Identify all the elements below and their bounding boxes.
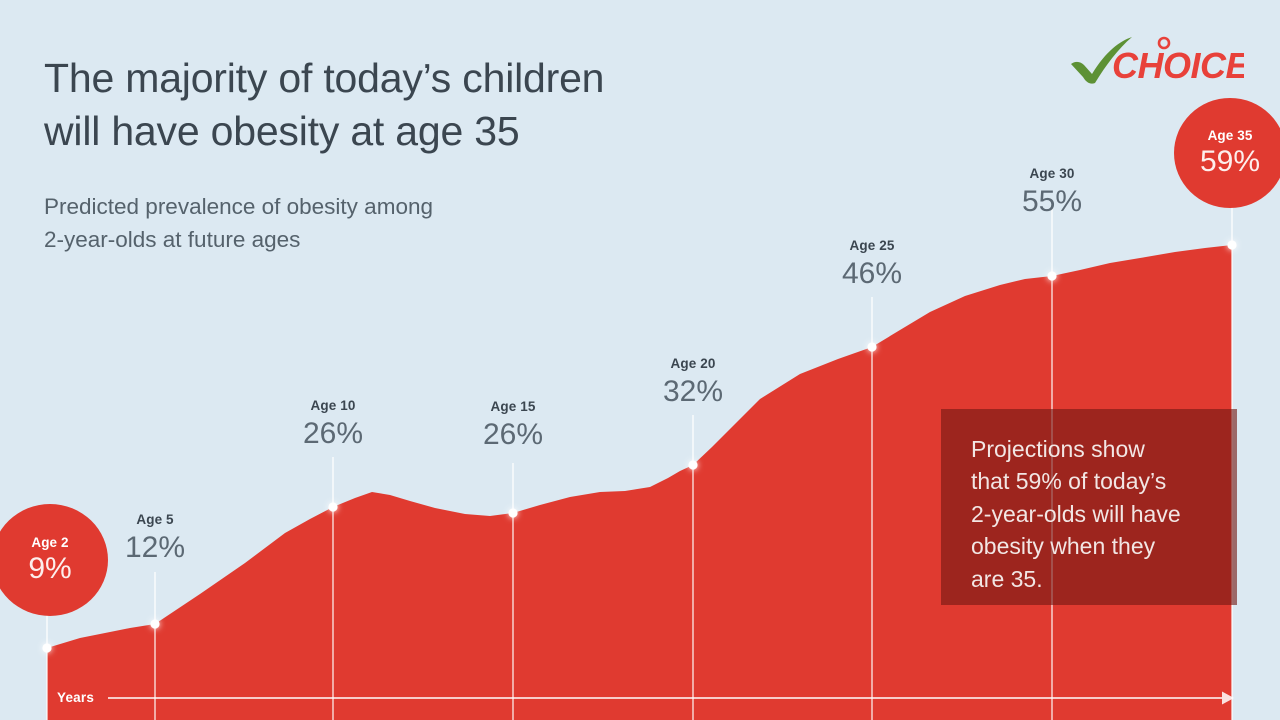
green-check-icon: [1071, 37, 1132, 84]
data-point-age20: [688, 460, 698, 470]
logo-text: CHOICES: [1112, 45, 1244, 86]
marker-age-age15: Age 15: [490, 399, 536, 414]
bubble-age-age35: Age 35: [1207, 127, 1253, 143]
data-point-age25: [867, 342, 877, 352]
marker-label-age20: Age 20 32%: [663, 356, 723, 410]
marker-value-age15: 26%: [482, 418, 544, 451]
bubble-value-age2: 9%: [28, 551, 72, 585]
marker-value-age10: 26%: [302, 417, 364, 450]
callout-text: Projections show that 59% of today’s 2-y…: [971, 436, 1181, 592]
chart-area-fill: [47, 245, 1232, 720]
marker-label-age10: Age 10 26%: [303, 398, 363, 452]
marker-age-age30: Age 30: [1029, 166, 1075, 181]
data-point-age2: [42, 643, 52, 653]
marker-label-age25: Age 25 46%: [842, 238, 902, 292]
marker-age-age20: Age 20: [670, 356, 716, 371]
callout-box: Projections show that 59% of today’s 2-y…: [941, 409, 1237, 605]
highlight-bubble-age2: Age 2 9%: [0, 504, 108, 616]
bubble-age-age2: Age 2: [31, 534, 69, 550]
chart-label-stems: [46, 196, 1233, 648]
page-subtitle: Predicted prevalence of obesity among 2-…: [44, 194, 433, 252]
marker-value-age20: 32%: [662, 375, 724, 408]
data-point-age5: [150, 619, 160, 629]
marker-age-age10: Age 10: [310, 398, 356, 413]
marker-age-age5: Age 5: [136, 512, 174, 527]
marker-value-age25: 46%: [841, 257, 903, 290]
x-axis-arrow: [108, 691, 1234, 705]
brand-logo[interactable]: CHOICES: [1068, 34, 1274, 86]
x-axis-label: Years: [57, 690, 95, 705]
highlight-bubble-age35: Age 35 59%: [1174, 98, 1280, 208]
logo-dot-icon: [1157, 36, 1171, 50]
chart-data-points: [42, 240, 1237, 653]
headline-block: The majority of today’s children will ha…: [44, 52, 764, 256]
marker-label-age15: Age 15 26%: [483, 399, 543, 453]
page-title: The majority of today’s children will ha…: [44, 55, 605, 154]
bubble-value-age35: 59%: [1199, 144, 1261, 178]
marker-value-age30: 55%: [1021, 185, 1083, 218]
data-point-age15: [508, 508, 518, 518]
marker-label-age5: Age 5 12%: [125, 512, 185, 566]
marker-value-age5: 12%: [124, 531, 186, 564]
marker-label-age30: Age 30 55%: [1022, 166, 1082, 220]
data-point-age10: [328, 502, 338, 512]
data-point-age35: [1227, 240, 1237, 250]
data-point-age30: [1047, 271, 1057, 281]
marker-age-age25: Age 25: [849, 238, 895, 253]
